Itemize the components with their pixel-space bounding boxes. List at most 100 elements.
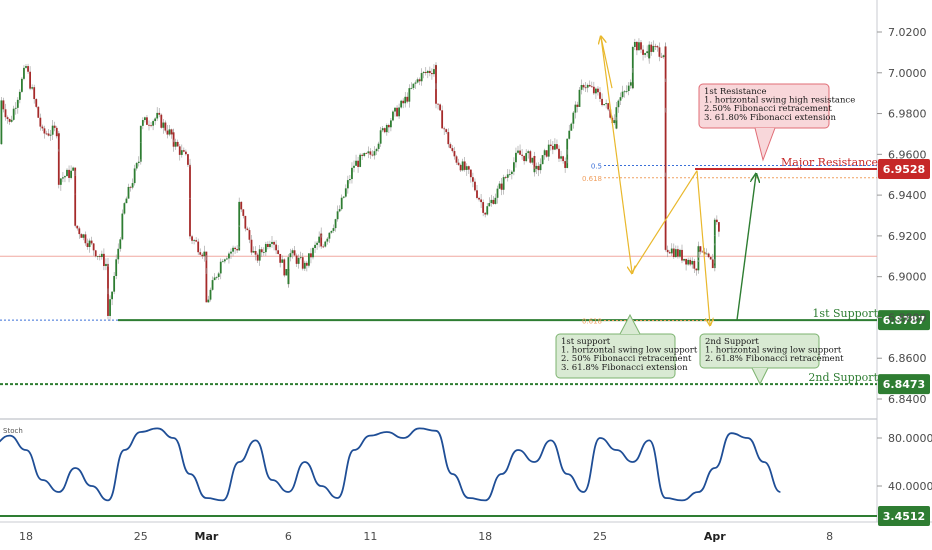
candle-body	[318, 236, 321, 243]
candle-body	[47, 133, 50, 136]
stoch-line	[0, 427, 781, 502]
candle-body	[127, 186, 130, 199]
price-tick-label: 6.8800	[888, 311, 927, 324]
candle-body	[205, 260, 208, 274]
candle-body	[353, 165, 355, 168]
candle-body	[584, 87, 587, 89]
candle-body	[29, 71, 31, 89]
candle-body	[312, 247, 314, 258]
stoch-label: Stoch	[3, 427, 23, 435]
candle-body	[182, 150, 185, 152]
candle-body	[560, 156, 562, 159]
price-tick-label: 6.9200	[888, 230, 927, 243]
candle-body	[672, 248, 675, 258]
candle-body	[150, 125, 152, 127]
candle-body	[580, 85, 583, 90]
candle-body	[357, 160, 359, 167]
candle-body	[506, 174, 509, 178]
candle-body	[178, 146, 181, 155]
candle-body	[349, 179, 351, 181]
candle-body	[346, 180, 349, 189]
candle-body	[14, 107, 17, 109]
candle-body	[187, 154, 189, 165]
level-name-label: 2nd Support	[808, 371, 878, 384]
candle-body	[21, 78, 23, 92]
candle-body	[664, 46, 667, 82]
candle-body	[219, 261, 222, 274]
candle-body	[683, 258, 685, 261]
candle-body	[654, 45, 657, 47]
candle-body	[189, 166, 191, 199]
candle-body	[232, 247, 234, 252]
candle-body	[551, 145, 554, 150]
candle-body	[119, 239, 122, 249]
candle-body	[408, 88, 411, 102]
candle-body	[461, 161, 464, 171]
candle-body	[92, 243, 95, 251]
candle-body	[201, 254, 204, 257]
candle-body	[660, 56, 663, 58]
candle-body	[18, 91, 21, 100]
candle-body	[289, 253, 292, 258]
candle-body	[435, 65, 437, 90]
candle-body	[582, 85, 585, 88]
candle-body	[646, 51, 649, 54]
candle-body	[133, 168, 136, 184]
candle-body	[377, 143, 380, 149]
candle-body	[84, 234, 87, 244]
candle-body	[666, 249, 669, 253]
candle-body	[293, 250, 296, 256]
candle-body	[8, 118, 11, 122]
candle-body	[107, 294, 109, 316]
candle-body	[100, 253, 103, 258]
candle-body	[689, 259, 692, 265]
candle-body	[549, 144, 552, 146]
candle-body	[570, 123, 573, 131]
candle-body	[547, 144, 550, 157]
candle-body	[152, 121, 154, 126]
candle-body	[334, 219, 337, 229]
candle-body	[693, 260, 696, 269]
candle-body	[595, 88, 597, 94]
candle-body	[107, 266, 109, 295]
candle-body	[160, 114, 163, 128]
candle-body	[223, 259, 226, 262]
candle-body	[197, 241, 200, 253]
candle-body	[715, 219, 718, 223]
candle-body	[638, 42, 640, 51]
candle-body	[123, 203, 126, 214]
candle-body	[98, 256, 101, 258]
price-tick-label: 6.8400	[888, 393, 927, 406]
candle-body	[513, 162, 515, 172]
candle-body	[141, 120, 144, 126]
candle-body	[207, 299, 210, 303]
candle-body	[707, 253, 710, 258]
candle-body	[412, 83, 415, 88]
candle-body	[603, 104, 605, 106]
candle-body	[422, 71, 425, 74]
candle-body	[568, 130, 571, 139]
candle-body	[469, 169, 472, 178]
candle-body	[556, 144, 558, 149]
candle-body	[627, 85, 630, 92]
candle-body	[305, 262, 308, 266]
date-axis: 18 25 Mar 6 11 18 25 Apr 8	[19, 530, 833, 543]
candle-body	[174, 141, 177, 147]
candle-body	[685, 258, 687, 265]
candle-body	[303, 262, 306, 269]
candle-body	[443, 128, 446, 130]
candle-body	[662, 55, 665, 58]
fib-label: 0.618	[582, 318, 602, 326]
candle-body	[631, 46, 634, 69]
candle-body	[131, 183, 134, 188]
fib-label: 0.618	[582, 175, 602, 183]
candle-body	[213, 277, 216, 281]
candle-body	[564, 161, 567, 168]
date-tick-label: Mar	[195, 530, 219, 543]
projection-arrow	[600, 37, 632, 272]
candle-body	[525, 153, 528, 162]
stoch-level-label: 3.4512	[883, 510, 925, 523]
candle-body	[344, 188, 347, 197]
candle-body	[172, 142, 175, 147]
candle-body	[205, 273, 208, 303]
